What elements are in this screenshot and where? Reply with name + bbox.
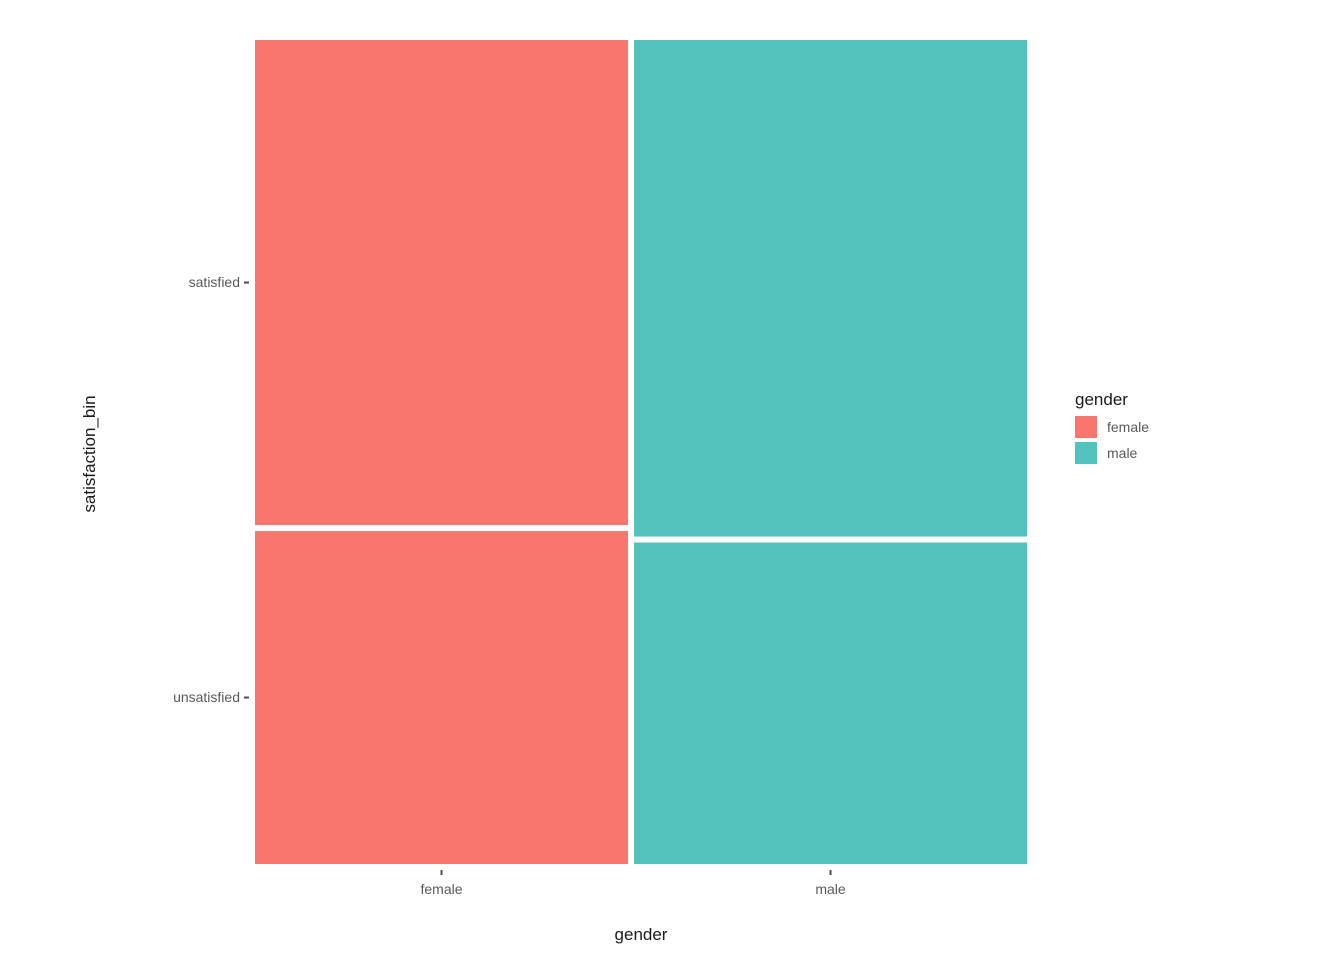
legend-label-male: male xyxy=(1107,445,1137,461)
legend-item-female: female xyxy=(1075,416,1149,438)
y-tick-label-unsatisfied: unsatisfied xyxy=(173,689,240,705)
legend-label-female: female xyxy=(1107,419,1149,435)
x-axis-title: gender xyxy=(255,925,1027,945)
mosaic-tile-female-unsatisfied xyxy=(255,531,628,864)
x-tick-label-female: female xyxy=(402,881,482,897)
y-tick-label-satisfied: satisfied xyxy=(189,274,240,290)
x-tick-label-male: male xyxy=(791,881,871,897)
mosaic-tile-male-unsatisfied xyxy=(634,543,1027,864)
legend-swatch-female xyxy=(1075,416,1097,438)
mosaic-tile-male-satisfied xyxy=(634,40,1027,537)
y-axis-title: satisfaction_bin xyxy=(80,384,100,524)
mosaic-tile-female-satisfied xyxy=(255,40,628,525)
legend-swatch-male xyxy=(1075,442,1097,464)
legend: gender female male xyxy=(1075,390,1149,468)
mosaic-chart: satisfaction_bin gender satisfied unsati… xyxy=(0,0,1344,960)
legend-item-male: male xyxy=(1075,442,1149,464)
plot-svg xyxy=(0,0,1344,960)
legend-title: gender xyxy=(1075,390,1149,410)
